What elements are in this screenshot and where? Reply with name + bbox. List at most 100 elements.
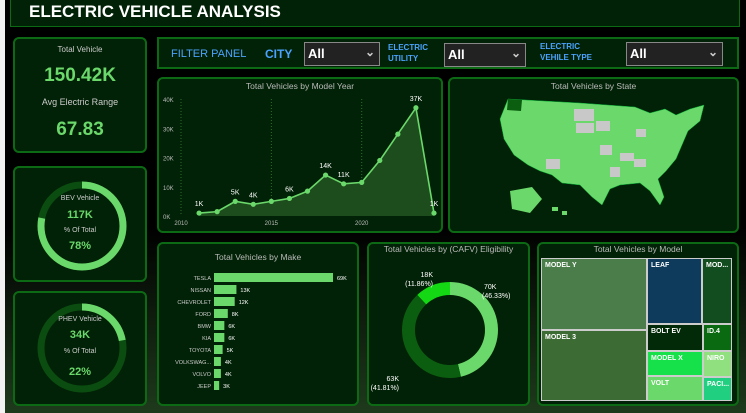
- model-treemap: Total Vehicles by Model MODEL Y MODEL 3 LE…: [537, 242, 739, 406]
- bar: [214, 333, 225, 342]
- bar-value-label: 8K: [232, 312, 239, 318]
- y-tick-label: 40K: [163, 98, 174, 104]
- bev-pct-label: % Of Total: [63, 227, 97, 234]
- slice-pct-label: (46.33%): [482, 293, 510, 300]
- treemap-tile[interactable]: BOLT EV: [647, 324, 703, 351]
- low-count-states: [546, 109, 646, 177]
- y-tick-label: 20K: [163, 157, 174, 163]
- treemap-tile[interactable]: MODEL 3: [541, 330, 647, 401]
- treemap-tile[interactable]: MODEL X: [647, 351, 703, 376]
- data-label: 1K: [430, 201, 439, 208]
- washington-state[interactable]: [507, 99, 522, 111]
- bar: [214, 369, 221, 378]
- data-label: 37K: [410, 96, 423, 103]
- city-value: All: [308, 46, 325, 61]
- alaska[interactable]: [510, 187, 542, 213]
- make-chart: Total Vehicles by Make TESLA 69K NISSAN 13K…: [157, 242, 359, 406]
- bar-chart: TESLA 69K NISSAN 13K CHEVROLET 12K FORD 8K BMW 6K…: [175, 273, 347, 390]
- bar: [214, 381, 220, 390]
- treemap-label: LEAF: [651, 262, 670, 269]
- bar-value-label: 69K: [337, 276, 347, 282]
- treemap-tile[interactable]: NIRO: [703, 351, 732, 377]
- bar-value-label: 3K: [223, 384, 230, 390]
- chart-title: Total Vehicles by Model Year: [245, 81, 355, 91]
- type-value: All: [630, 46, 647, 61]
- phev-value: 34K: [69, 329, 91, 341]
- x-tick-label: 2010: [174, 221, 188, 227]
- city-dropdown[interactable]: All ⌄: [304, 42, 380, 66]
- bar-value-label: 6K: [228, 336, 235, 342]
- bar-value-label: 4K: [225, 372, 232, 378]
- y-tick-label: 0K: [163, 215, 170, 221]
- us-map[interactable]: [450, 79, 737, 231]
- treemap-tile[interactable]: ID.4: [703, 324, 732, 351]
- treemap-tile[interactable]: MODEL Y: [541, 258, 647, 330]
- bar-value-label: 13K: [240, 288, 250, 294]
- bev-pct: 78%: [68, 240, 92, 252]
- bar-value-label: 5K: [227, 348, 234, 354]
- treemap-label: ID.4: [707, 328, 720, 335]
- donut-slice: [417, 282, 450, 305]
- treemap-tile[interactable]: PACI...: [703, 377, 732, 401]
- phev-label: PHEV Vehicle: [58, 316, 102, 323]
- phev-pct: 22%: [68, 366, 92, 378]
- bar-category-label: JEEP: [197, 384, 211, 390]
- avg-range-label: Avg Electric Range: [41, 97, 119, 107]
- y-tick-label: 30K: [163, 127, 174, 133]
- city-label: CITY: [265, 47, 293, 61]
- phev-card: PHEV Vehicle 34K % Of Total 22%: [13, 291, 147, 406]
- data-point: [413, 105, 419, 111]
- data-point: [232, 198, 238, 204]
- bar-value-label: 4K: [225, 360, 232, 366]
- treemap-label: PACI...: [707, 381, 730, 388]
- left-edge: [0, 0, 5, 413]
- filter-panel: FILTER PANEL CITY All ⌄ ELECTRIC UTILITY A…: [157, 37, 739, 69]
- data-point: [322, 172, 329, 178]
- treemap-tile[interactable]: LEAF: [647, 258, 702, 324]
- x-tick-label: 2015: [265, 221, 279, 227]
- data-point: [377, 157, 383, 164]
- phev-ring: [37, 303, 127, 393]
- total-vehicle-value: 150.42K: [44, 65, 116, 86]
- donut-slice: [450, 282, 499, 377]
- type-label-line1: ELECTRIC: [540, 42, 580, 51]
- bev-value: 117K: [67, 209, 93, 221]
- cafv-chart: Total Vehicles by (CAFV) Eligibility 70K…: [367, 242, 530, 406]
- data-point: [341, 181, 347, 187]
- bar: [214, 321, 225, 330]
- data-point: [268, 198, 274, 204]
- data-point: [359, 179, 365, 185]
- data-label: 5K: [231, 189, 240, 196]
- data-label: 4K: [249, 192, 258, 199]
- chart-title: Total Vehicles by Make: [214, 252, 302, 262]
- data-label: 1K: [195, 201, 204, 208]
- bev-ring: [37, 181, 127, 271]
- chevron-down-icon: ⌄: [364, 45, 375, 59]
- treemap-tile[interactable]: VOLT: [647, 376, 703, 401]
- utility-dropdown[interactable]: All ⌄: [444, 43, 526, 67]
- utility-label-line1: ELECTRIC: [388, 43, 428, 52]
- data-label: 14K: [319, 163, 332, 170]
- bar: [214, 297, 235, 306]
- chart-title: Total Vehicles by (CAFV) Eligibility: [383, 244, 514, 254]
- hawaii[interactable]: [552, 207, 567, 215]
- bar-value-label: 12K: [239, 300, 249, 306]
- slice-value-label: 18K: [421, 272, 434, 279]
- data-label: 11K: [338, 172, 350, 179]
- donut-slice: [402, 294, 461, 378]
- data-point: [250, 201, 256, 207]
- bar: [214, 357, 221, 366]
- bev-card: BEV Vehicle 117K % Of Total 78%: [13, 166, 147, 282]
- treemap-label: MODEL Y: [545, 262, 577, 269]
- data-point: [395, 131, 401, 137]
- total-vehicle-label: Total Vehicle: [57, 45, 103, 54]
- treemap-label: MODEL X: [651, 355, 683, 362]
- bev-label: BEV Vehicle: [60, 195, 100, 202]
- type-label-line2: VEHILE TYPE: [540, 53, 593, 62]
- vehicle-type-dropdown[interactable]: All ⌄: [626, 42, 723, 66]
- donut-chart: 70K (46.33%) 63K (41.81%) 18K (11.86%): [371, 272, 511, 392]
- chart-title: Total Vehicles by State: [550, 81, 637, 91]
- treemap-tile[interactable]: MOD...: [702, 258, 732, 324]
- slice-pct-label: (11.86%): [405, 281, 433, 288]
- chart-title: Total Vehicles by Model: [593, 244, 683, 254]
